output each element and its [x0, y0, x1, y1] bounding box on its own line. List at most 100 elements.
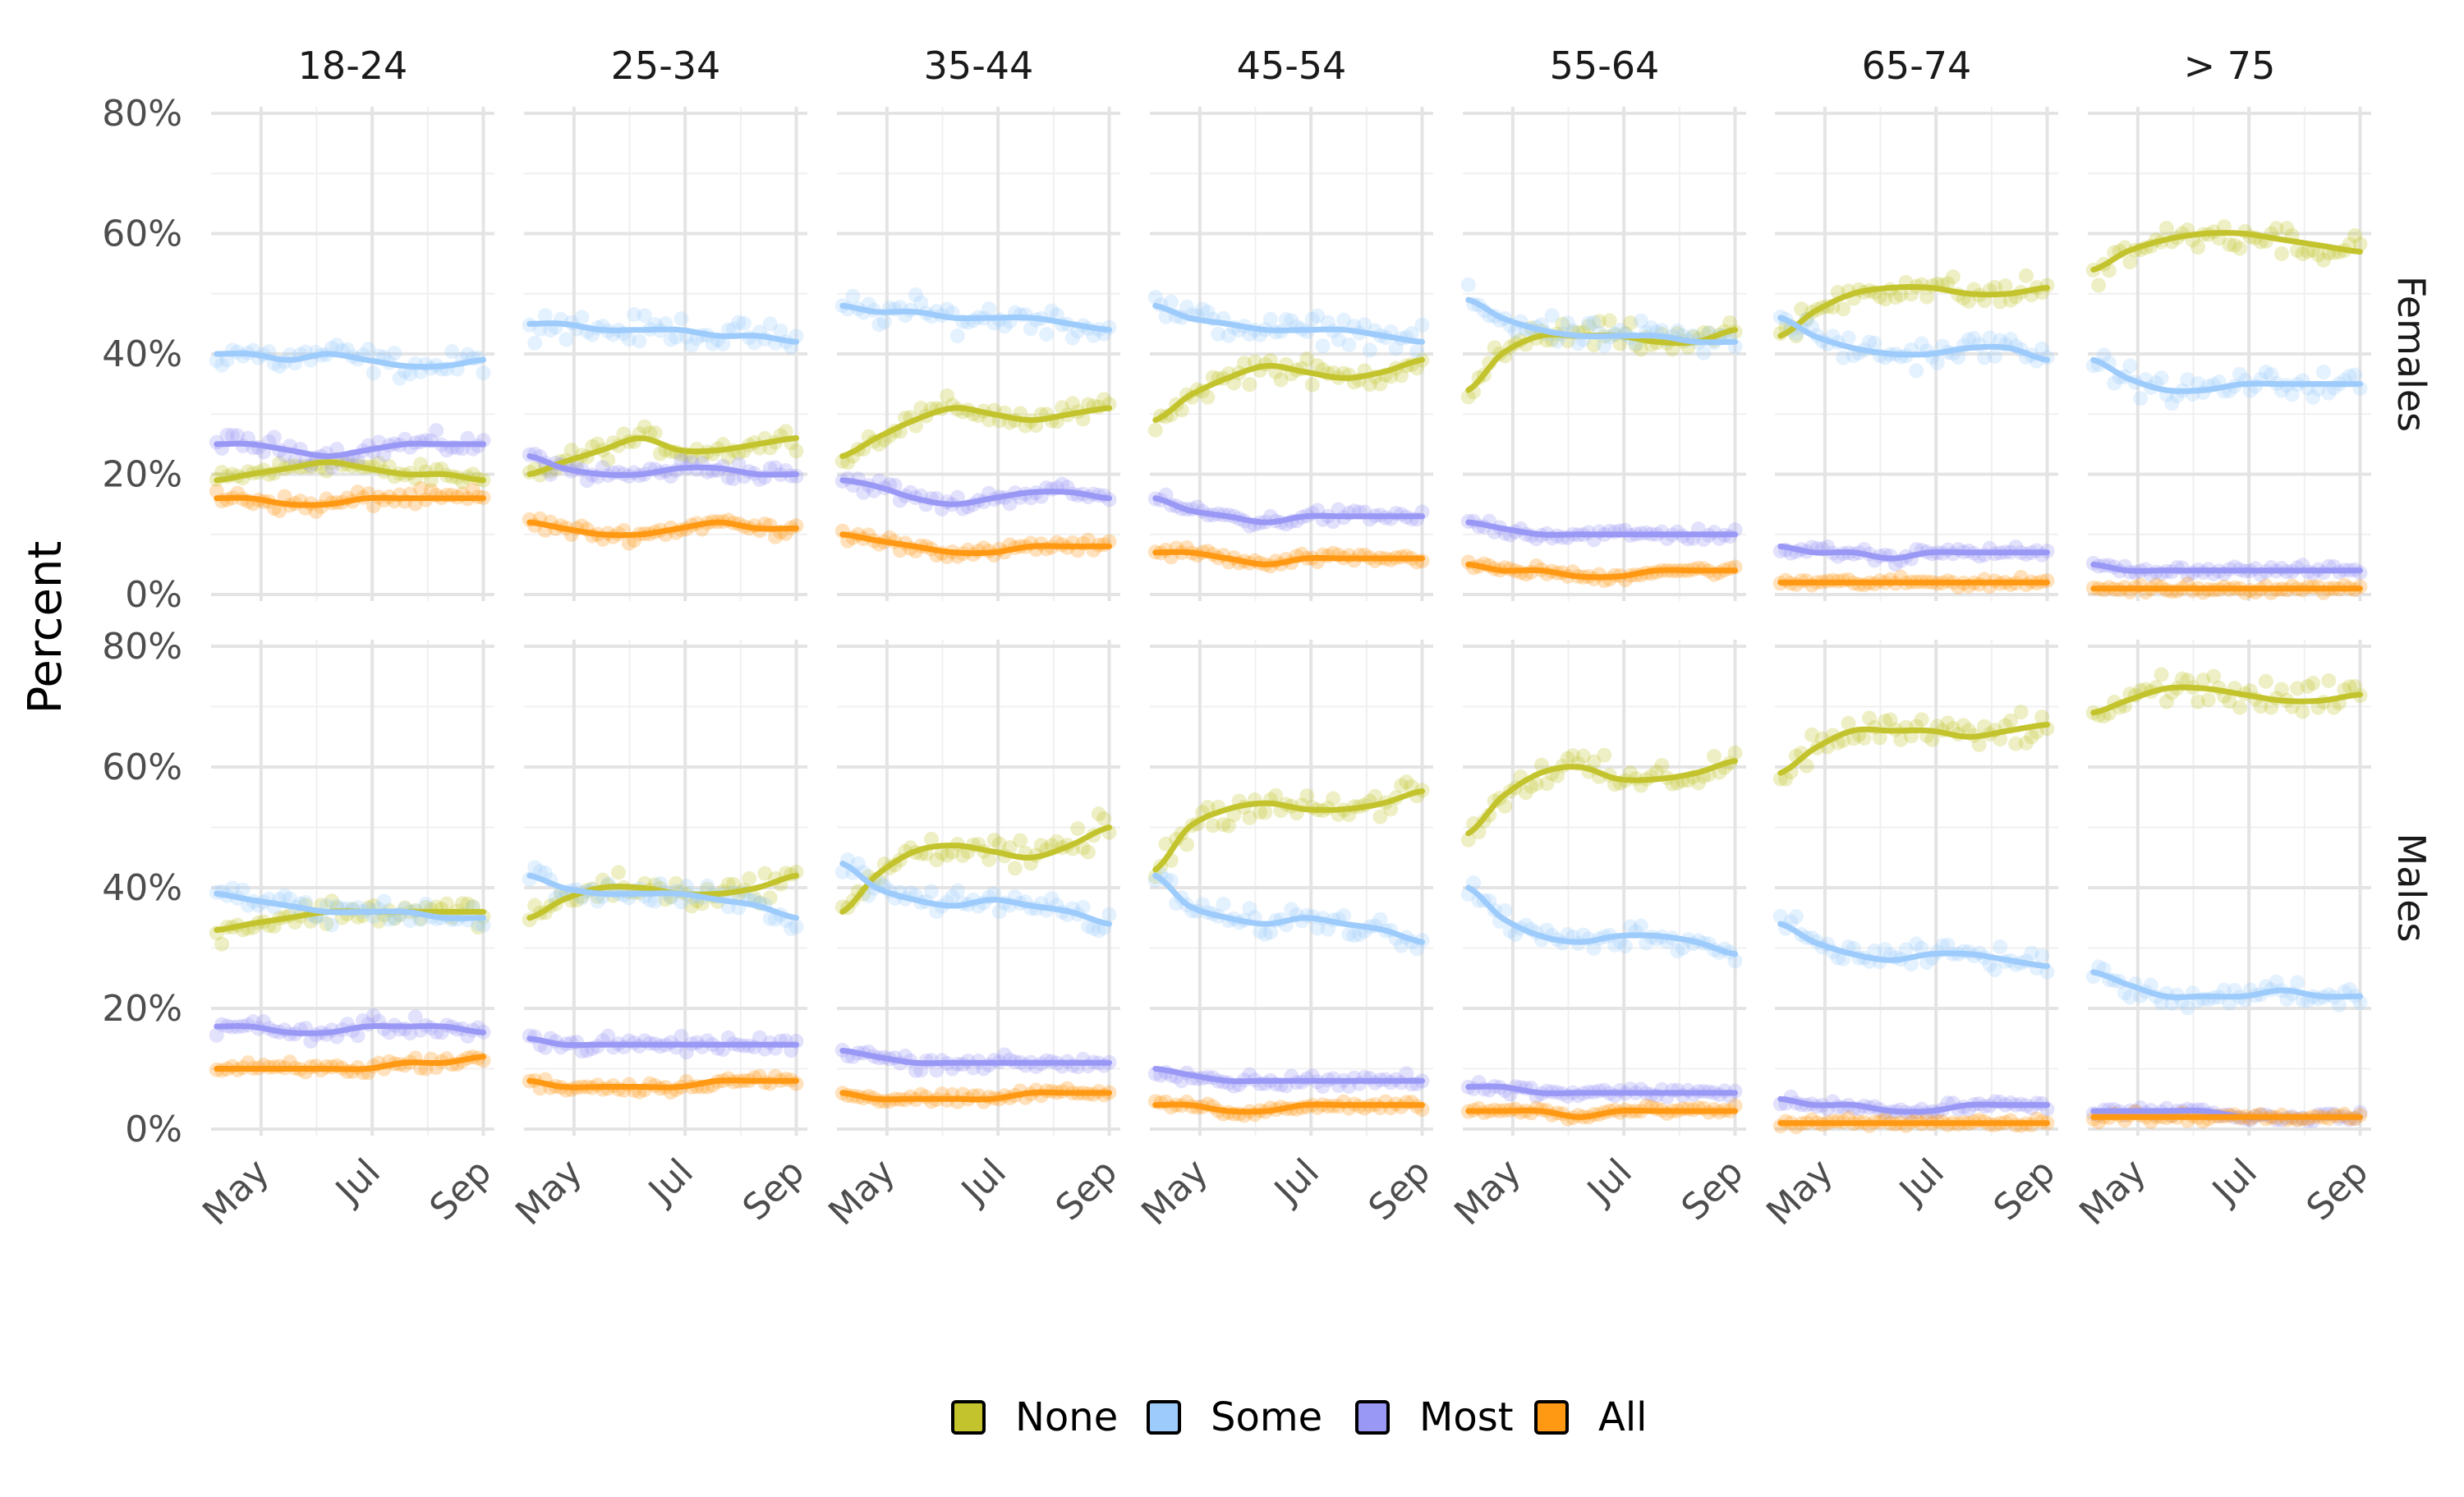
data-point — [543, 323, 559, 338]
data-point — [991, 836, 1007, 852]
series-line-none — [1777, 722, 2050, 776]
series-line-most — [526, 1036, 799, 1049]
data-point — [439, 896, 454, 912]
data-point — [1586, 338, 1602, 353]
data-point — [1591, 314, 1607, 329]
series-line-some — [2090, 969, 2363, 1000]
data-point — [1262, 311, 1278, 327]
data-point — [871, 317, 887, 333]
facet-label-age: 55-64 — [1550, 44, 1660, 88]
data-point — [1935, 938, 1951, 953]
data-point — [387, 346, 402, 361]
data-point — [1914, 712, 1929, 728]
y-tick-label: 0% — [125, 1109, 182, 1150]
data-point — [1200, 389, 1216, 405]
data-point — [2024, 729, 2039, 745]
data-point — [1675, 940, 1690, 956]
data-point — [2013, 705, 2029, 720]
y-tick-label: 40% — [102, 867, 182, 909]
scatter-points-none — [834, 388, 1117, 471]
series-line-most — [1777, 543, 2050, 562]
scatter-points-some — [1772, 309, 2055, 379]
series-line-all — [1465, 1107, 1738, 1120]
data-point — [2342, 981, 2357, 997]
data-point — [1331, 332, 1346, 347]
data-point — [673, 894, 689, 910]
legend-item-some: Some — [1147, 1394, 1322, 1440]
data-point — [387, 911, 402, 926]
data-point — [214, 464, 230, 480]
data-point — [1909, 363, 1924, 379]
scatter-points-some — [1147, 289, 1430, 359]
x-tick-label: Jul — [1578, 1151, 1640, 1214]
data-point — [1607, 937, 1623, 953]
data-point — [1878, 942, 1893, 957]
data-point — [720, 1030, 736, 1045]
series-line-some — [1777, 921, 2050, 969]
data-point — [2158, 220, 2174, 236]
series-line-all — [1152, 1101, 1425, 1115]
data-point — [778, 424, 793, 439]
data-point — [381, 912, 397, 927]
data-point — [1799, 758, 1814, 774]
data-point — [1945, 269, 1961, 285]
data-point — [423, 483, 439, 498]
data-point — [2258, 673, 2273, 689]
data-point — [1147, 422, 1163, 438]
legend-label: None — [1015, 1394, 1118, 1440]
data-point — [1623, 919, 1639, 934]
data-point — [726, 321, 742, 337]
data-point — [455, 896, 471, 912]
data-point — [1368, 788, 1383, 804]
series-line-most — [1465, 519, 1738, 538]
data-point — [1200, 799, 1216, 815]
x-tick-label: Sep — [1986, 1151, 2064, 1229]
data-point — [324, 917, 339, 933]
x-tick-label: Sep — [735, 1151, 813, 1229]
panel-grid — [1150, 640, 1433, 1136]
data-point — [647, 893, 663, 909]
data-point — [876, 314, 892, 329]
labels-layer: 18-24 25-34 35-44 45-54 55-64 65-74 > 75 Female… — [19, 44, 2434, 1233]
data-point — [2290, 681, 2305, 696]
panel-grid — [2088, 107, 2371, 601]
data-point — [1091, 806, 1106, 822]
data-point — [1372, 376, 1388, 392]
data-point — [663, 332, 678, 347]
legend-key — [1534, 1400, 1569, 1435]
data-point — [1315, 338, 1331, 354]
data-point — [230, 428, 246, 443]
series-line-some — [1777, 315, 2050, 363]
data-point — [1966, 330, 1982, 346]
data-point — [788, 919, 804, 934]
data-point — [1372, 809, 1388, 824]
x-tick-label: May — [2071, 1151, 2154, 1233]
data-point — [1919, 289, 1935, 305]
data-point — [1977, 719, 1993, 734]
data-point — [1878, 292, 1893, 307]
data-point — [2347, 367, 2363, 383]
series-line-all — [214, 494, 486, 508]
data-point — [908, 1063, 923, 1078]
data-point — [669, 875, 684, 891]
x-tick-label: Sep — [422, 1151, 500, 1229]
data-point — [1262, 925, 1278, 940]
data-point — [1310, 308, 1326, 324]
series-line-most — [526, 453, 799, 478]
data-point — [757, 866, 773, 881]
data-point — [1335, 907, 1351, 923]
data-point — [2264, 367, 2279, 383]
x-tick-label: Sep — [1361, 1151, 1439, 1229]
series-line-all — [1152, 549, 1425, 567]
data-point — [1242, 810, 1257, 825]
data-point — [673, 452, 689, 468]
data-point — [2253, 699, 2269, 714]
data-point — [2315, 365, 2331, 380]
data-point — [652, 446, 668, 461]
series-line-some — [1465, 296, 1738, 346]
panel-grid — [1463, 640, 1746, 1136]
data-point — [1200, 304, 1216, 319]
data-point — [1242, 377, 1257, 393]
data-point — [632, 333, 647, 349]
